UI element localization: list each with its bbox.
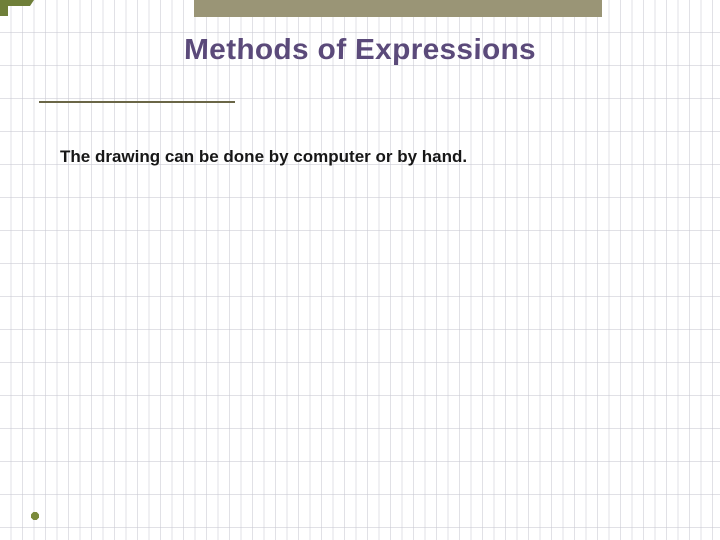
title-underline (39, 101, 235, 103)
corner-accent-icon (0, 0, 34, 16)
slide-body-text: The drawing can be done by computer or b… (60, 147, 467, 167)
header-bar (194, 0, 602, 17)
bullet-accent-icon (31, 512, 39, 520)
slide: Methods of Expressions The drawing can b… (0, 0, 720, 540)
slide-title: Methods of Expressions (0, 34, 720, 67)
